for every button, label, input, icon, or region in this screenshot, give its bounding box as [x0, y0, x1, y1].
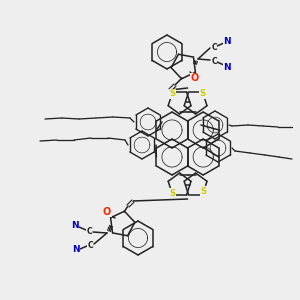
- Text: S: S: [169, 89, 175, 98]
- Text: N: N: [72, 245, 80, 254]
- Text: O: O: [103, 207, 111, 217]
- Text: C: C: [86, 226, 92, 236]
- Text: S: S: [169, 188, 175, 197]
- Text: S: S: [200, 89, 206, 98]
- Text: O: O: [191, 73, 199, 83]
- Text: C: C: [87, 241, 93, 250]
- Text: S: S: [201, 187, 207, 196]
- Text: C: C: [211, 56, 217, 65]
- Text: C: C: [211, 43, 217, 52]
- Text: N: N: [223, 62, 231, 71]
- Text: N: N: [223, 38, 231, 46]
- Text: N: N: [71, 220, 79, 230]
